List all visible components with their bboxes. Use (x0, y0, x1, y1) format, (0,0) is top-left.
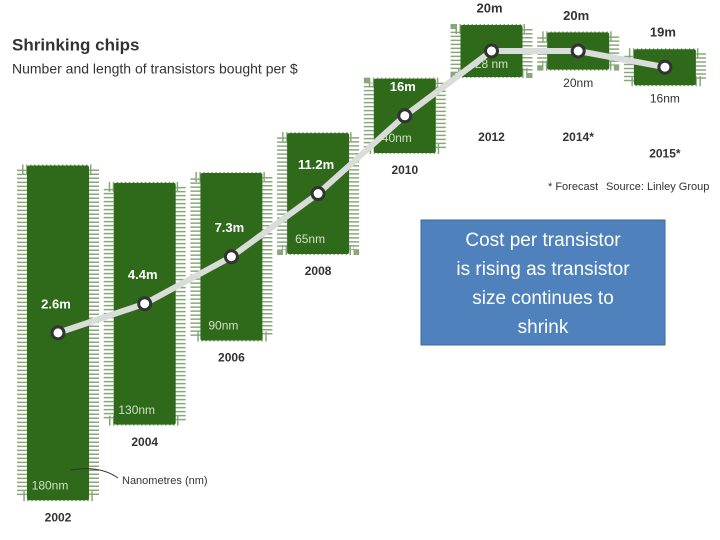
point (310, 186, 326, 202)
point (50, 325, 66, 341)
value-label: 20m (476, 0, 502, 15)
point (570, 43, 586, 59)
point (223, 249, 239, 265)
footnote: * Forecast (548, 181, 598, 193)
chart-subtitle: Number and length of transistors bought … (12, 61, 298, 77)
value-label: 4.4m (128, 267, 158, 282)
line (57, 48, 666, 336)
value-label: 11.2m (298, 157, 334, 172)
x-tick-label: 2008 (305, 264, 332, 278)
x-tick-label: 2014* (563, 130, 595, 144)
callout-text: is rising as transistor (456, 259, 630, 280)
value-label: 2.6m (41, 296, 71, 311)
point (484, 43, 499, 59)
point (657, 59, 673, 75)
value-label: 19m (650, 25, 676, 40)
callout: Cost per transistor is rising as transist… (456, 230, 630, 338)
node-label: 40nm (382, 131, 412, 145)
node-label: 90nm (208, 319, 238, 333)
x-tick-label: 2004 (131, 435, 158, 449)
source: Source: Linley Group (606, 181, 709, 193)
value-label: 16m (390, 79, 416, 94)
value-label: 7.3m (215, 220, 245, 235)
callout-text: shrink (518, 317, 569, 338)
callout-box (420, 219, 666, 346)
x-tick-label: 2015* (649, 146, 681, 160)
x-tick-label: 2006 (218, 351, 245, 365)
value-label: 20m (563, 8, 589, 23)
annotation: Nanometres (nm) (122, 475, 208, 487)
node-label: 65nm (295, 232, 325, 246)
node-label: 130nm (118, 403, 155, 417)
point (397, 108, 413, 124)
chart-title: Shrinking chips (12, 35, 140, 54)
x-tick-label: 2012 (478, 130, 505, 144)
callout-text: Cost per transistor (465, 230, 621, 251)
x-tick-label: 2002 (45, 510, 72, 524)
x-tick-label: 2010 (391, 163, 418, 177)
callout-text: size continues to (472, 288, 614, 309)
node-label: 180nm (32, 478, 69, 492)
marks (50, 43, 673, 341)
annotation-arrow (69, 468, 119, 479)
point (137, 296, 153, 312)
node-label: 16nm (650, 91, 680, 105)
node-label: 20nm (563, 76, 593, 90)
